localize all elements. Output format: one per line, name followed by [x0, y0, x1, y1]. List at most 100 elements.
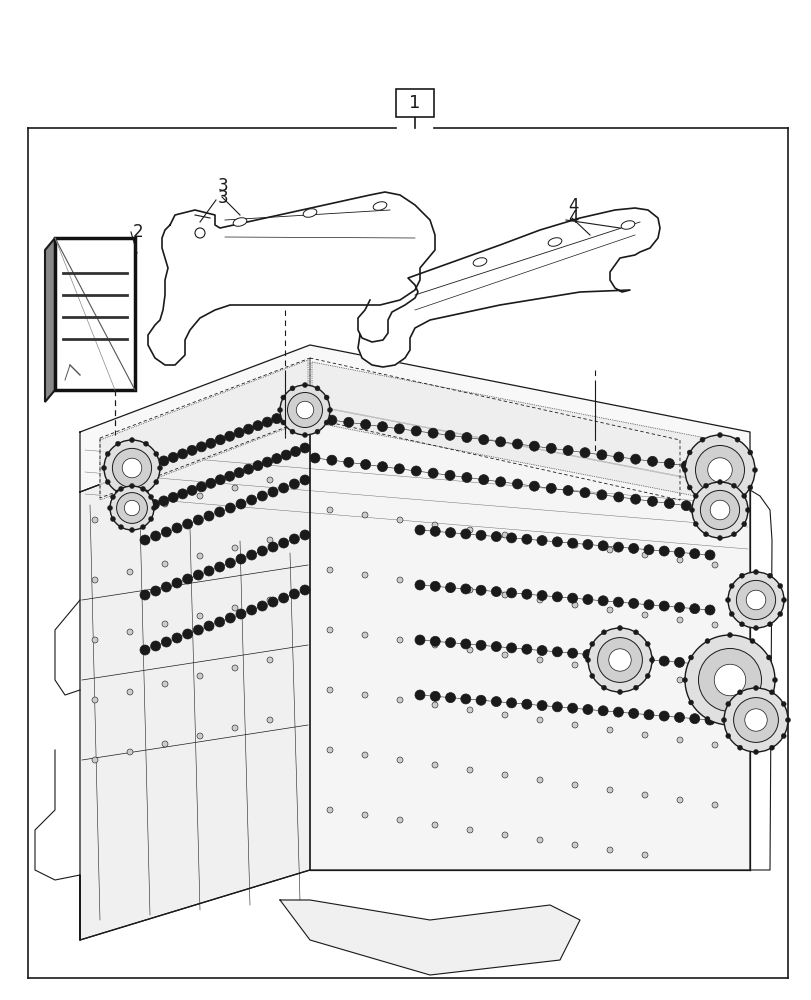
- Circle shape: [491, 642, 500, 652]
- Circle shape: [659, 656, 668, 666]
- Circle shape: [197, 553, 203, 559]
- Circle shape: [784, 718, 790, 722]
- Circle shape: [693, 493, 697, 498]
- Circle shape: [197, 493, 203, 499]
- Circle shape: [234, 428, 244, 438]
- Circle shape: [616, 626, 622, 631]
- Circle shape: [721, 718, 726, 722]
- Circle shape: [766, 622, 771, 627]
- Circle shape: [397, 637, 402, 643]
- Circle shape: [197, 673, 203, 679]
- Circle shape: [299, 475, 310, 485]
- Circle shape: [478, 435, 488, 445]
- Circle shape: [777, 611, 782, 616]
- Circle shape: [303, 432, 307, 438]
- Circle shape: [362, 632, 367, 638]
- Circle shape: [445, 583, 455, 593]
- Circle shape: [225, 431, 234, 441]
- Circle shape: [717, 432, 722, 438]
- Circle shape: [92, 577, 98, 583]
- Circle shape: [642, 612, 647, 618]
- Circle shape: [645, 642, 650, 647]
- Circle shape: [506, 698, 516, 708]
- Circle shape: [327, 687, 333, 693]
- Circle shape: [151, 531, 161, 541]
- Bar: [396, 89, 433, 117]
- Circle shape: [689, 549, 699, 559]
- Circle shape: [506, 643, 516, 653]
- Circle shape: [628, 598, 638, 608]
- Circle shape: [267, 597, 272, 603]
- Circle shape: [501, 532, 508, 538]
- Circle shape: [704, 639, 709, 644]
- Ellipse shape: [620, 221, 634, 229]
- Circle shape: [277, 408, 282, 412]
- Circle shape: [521, 589, 531, 599]
- Circle shape: [92, 697, 98, 703]
- Circle shape: [753, 686, 757, 690]
- Circle shape: [178, 489, 187, 499]
- Polygon shape: [45, 238, 55, 402]
- Ellipse shape: [547, 238, 561, 246]
- Circle shape: [232, 485, 238, 491]
- Circle shape: [695, 446, 744, 494]
- Circle shape: [343, 457, 354, 467]
- Circle shape: [598, 541, 607, 551]
- Circle shape: [289, 589, 299, 599]
- Circle shape: [414, 690, 424, 700]
- Circle shape: [118, 486, 123, 491]
- Circle shape: [182, 519, 192, 529]
- Circle shape: [714, 664, 744, 696]
- Circle shape: [290, 429, 294, 434]
- Circle shape: [663, 498, 674, 508]
- Circle shape: [704, 716, 709, 721]
- Circle shape: [676, 617, 682, 623]
- Circle shape: [162, 621, 168, 627]
- Circle shape: [139, 590, 150, 600]
- Circle shape: [172, 523, 182, 533]
- Circle shape: [501, 712, 508, 718]
- Circle shape: [151, 641, 161, 651]
- Circle shape: [148, 516, 153, 522]
- Circle shape: [601, 685, 606, 690]
- Circle shape: [397, 817, 402, 823]
- Circle shape: [414, 635, 424, 645]
- Circle shape: [744, 508, 749, 512]
- Circle shape: [676, 557, 682, 563]
- Circle shape: [711, 562, 717, 568]
- Circle shape: [740, 522, 746, 526]
- Circle shape: [536, 657, 543, 663]
- Circle shape: [362, 752, 367, 758]
- Circle shape: [646, 496, 657, 506]
- Circle shape: [315, 429, 320, 434]
- Circle shape: [475, 530, 486, 540]
- Circle shape: [736, 580, 775, 620]
- Circle shape: [397, 697, 402, 703]
- Circle shape: [734, 437, 739, 442]
- Circle shape: [689, 714, 699, 724]
- Circle shape: [506, 588, 516, 598]
- Circle shape: [268, 597, 277, 607]
- Circle shape: [414, 580, 424, 590]
- Circle shape: [193, 570, 203, 580]
- Circle shape: [310, 453, 320, 463]
- Circle shape: [362, 692, 367, 698]
- Circle shape: [567, 703, 577, 713]
- Polygon shape: [311, 362, 741, 505]
- Circle shape: [512, 439, 521, 449]
- Circle shape: [714, 505, 724, 515]
- Circle shape: [410, 426, 421, 436]
- Circle shape: [711, 742, 717, 748]
- Circle shape: [182, 629, 192, 639]
- Circle shape: [115, 490, 120, 495]
- Circle shape: [289, 534, 299, 544]
- Circle shape: [127, 749, 133, 755]
- Circle shape: [105, 480, 110, 485]
- Circle shape: [139, 503, 150, 513]
- Circle shape: [682, 468, 687, 473]
- Circle shape: [445, 528, 455, 538]
- Circle shape: [702, 532, 708, 537]
- Circle shape: [152, 506, 157, 510]
- Circle shape: [262, 417, 272, 427]
- Circle shape: [551, 537, 562, 547]
